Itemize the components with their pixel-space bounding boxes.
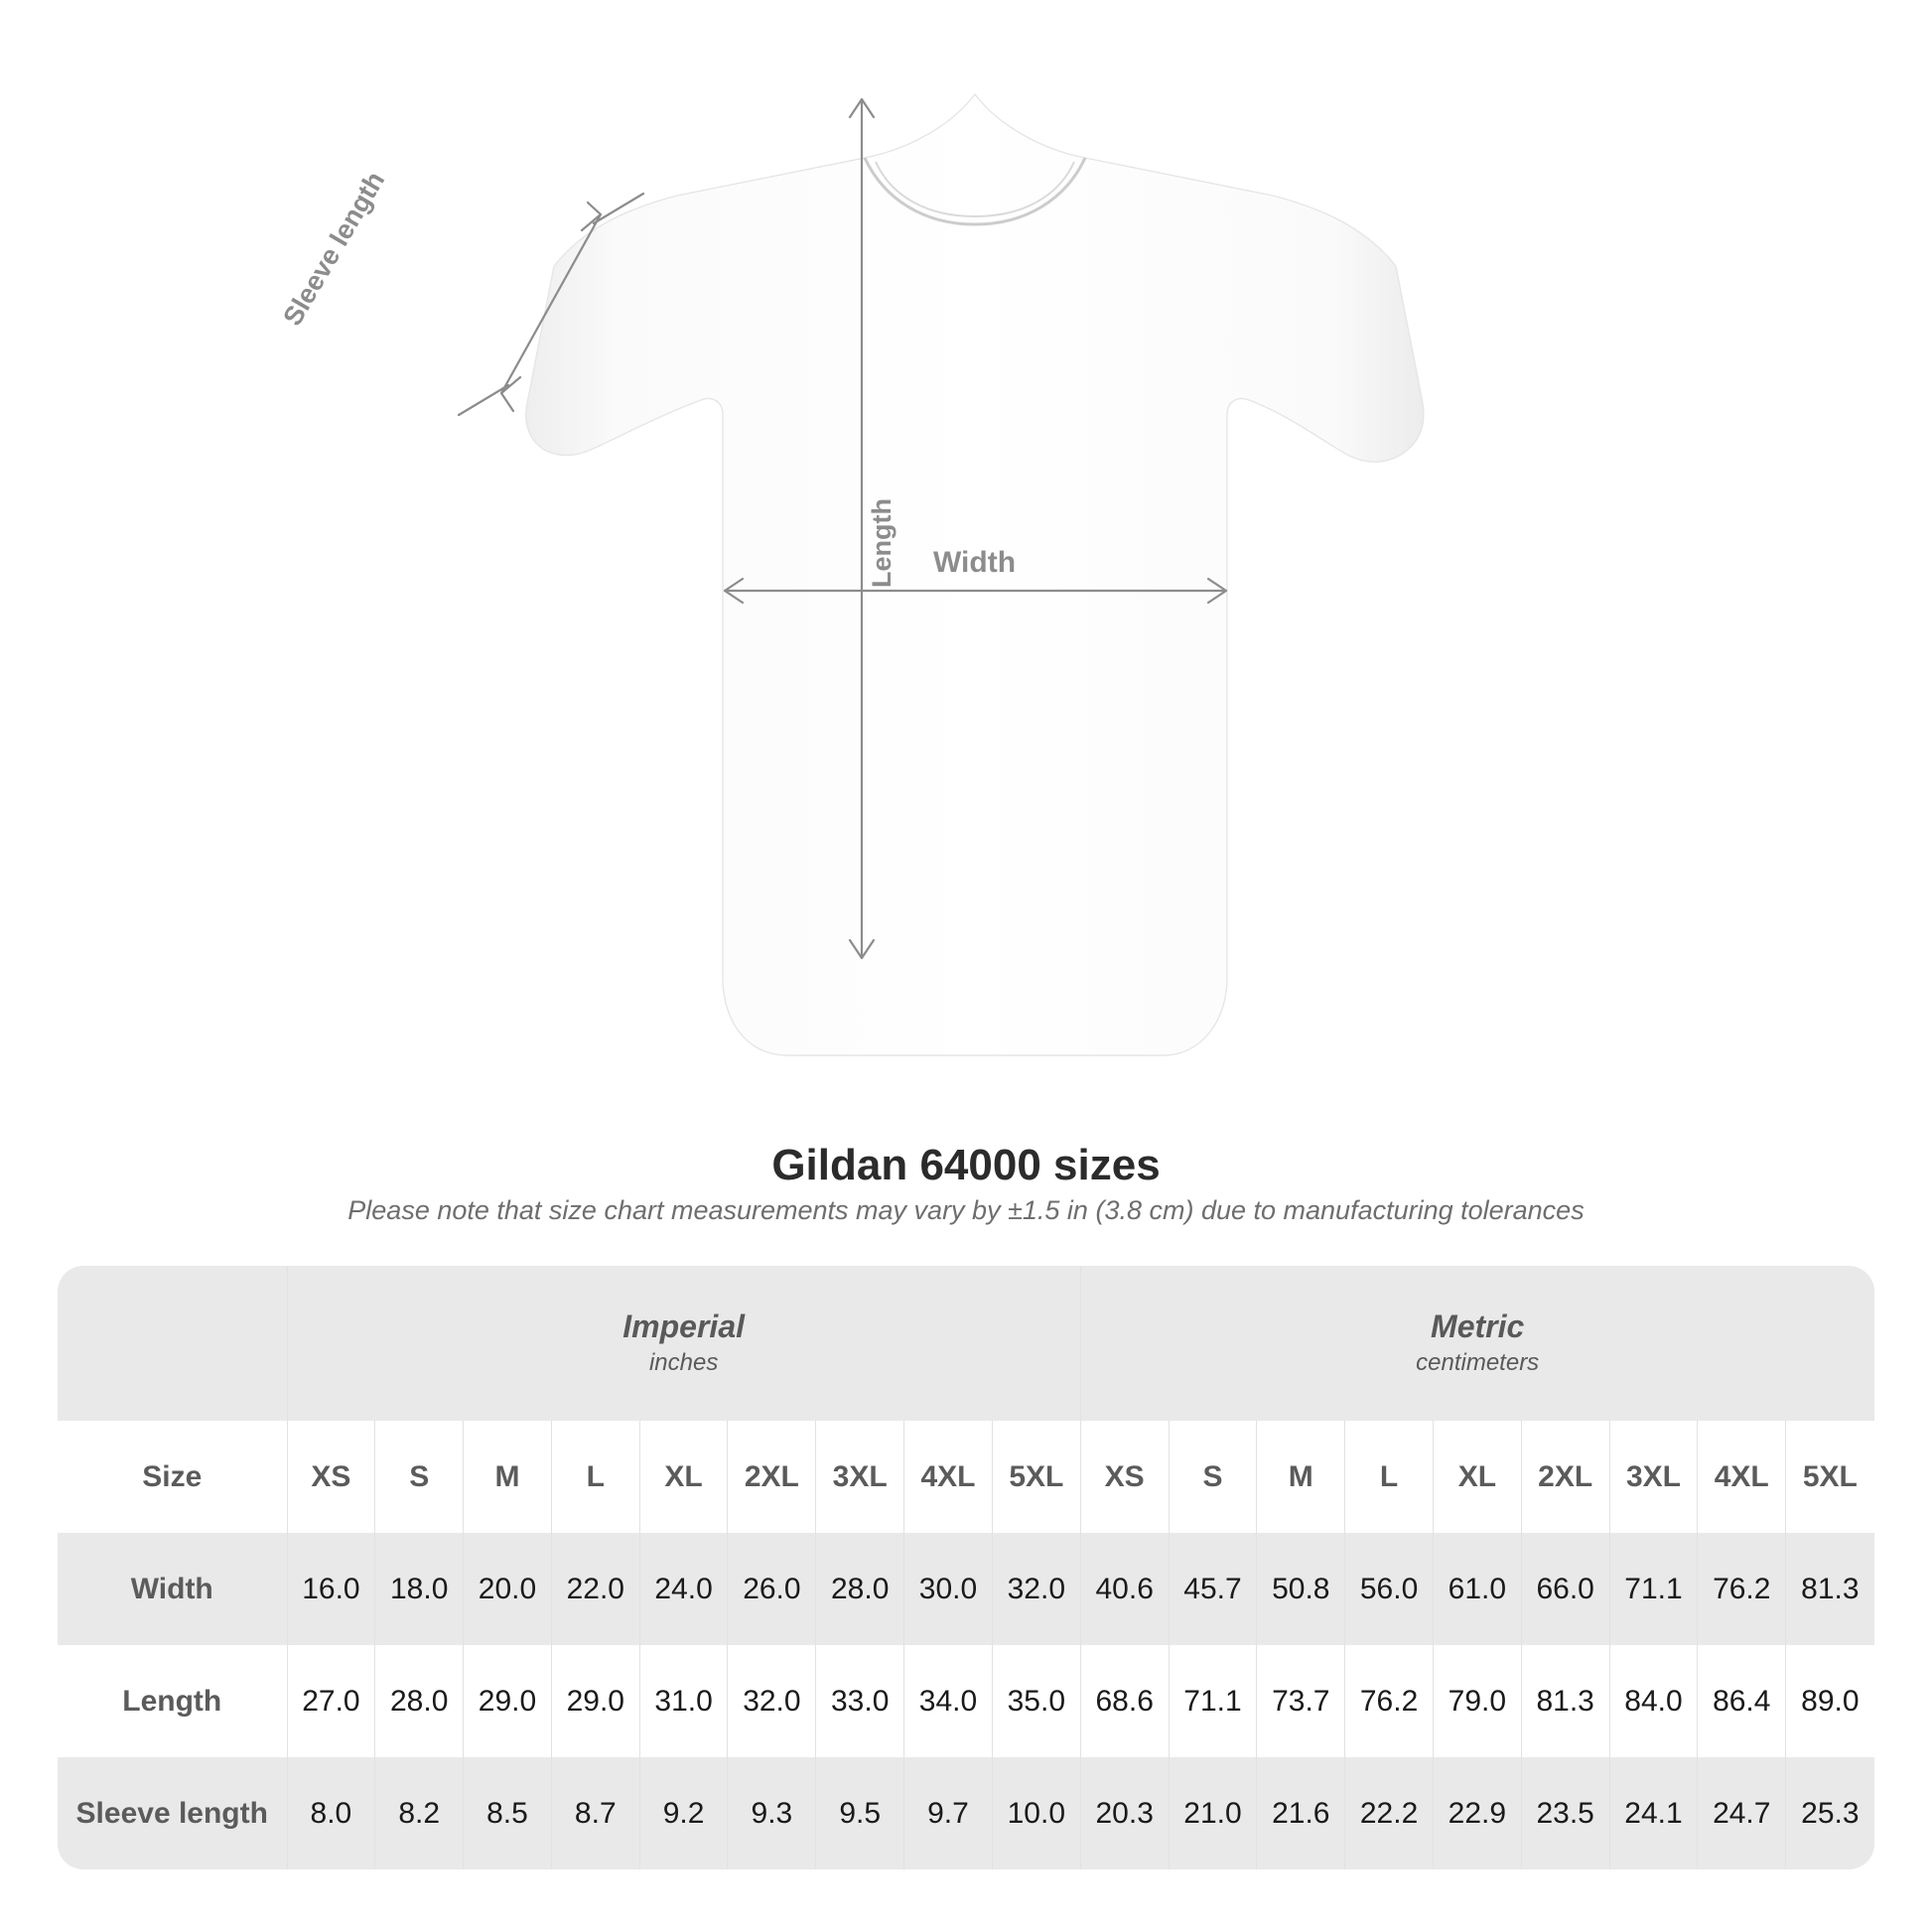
svg-text:Length: Length	[867, 498, 897, 588]
svg-text:Width: Width	[933, 546, 1016, 579]
svg-text:Sleeve length: Sleeve length	[277, 167, 390, 331]
